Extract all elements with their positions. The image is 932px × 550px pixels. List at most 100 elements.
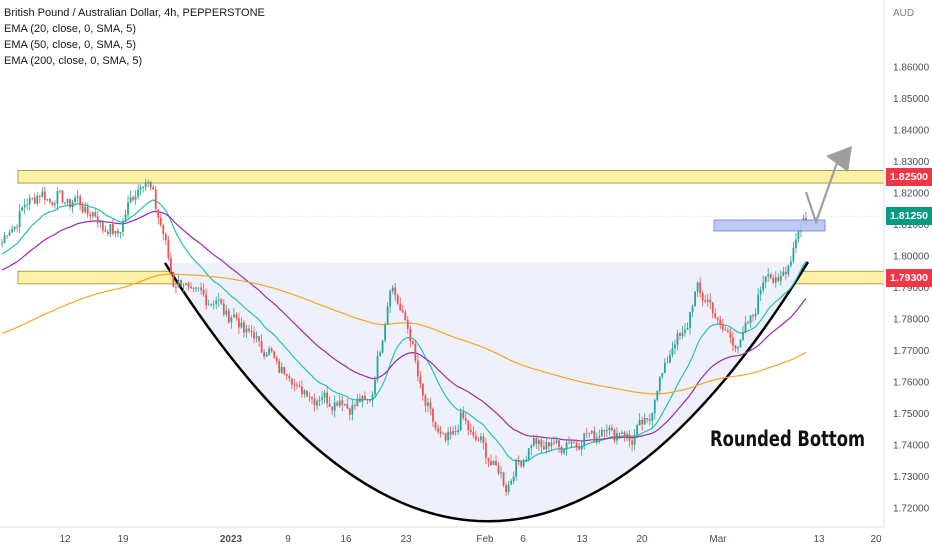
candle [485,443,487,458]
candle [111,223,114,234]
legend-ema-20: EMA (20, close, 0, SMA, 5) [4,23,137,35]
candle [290,378,293,385]
candle [134,196,137,200]
candle [595,437,598,442]
candle [376,356,379,381]
candle [109,223,112,235]
candle [275,357,278,362]
candle [449,431,452,435]
legend-ema-50: EMA (50, close, 0, SMA, 5) [4,39,137,51]
candle [472,432,475,436]
candle [268,348,271,355]
candle [401,310,404,313]
y-tick-label: 1.78000 [893,315,930,326]
candle [28,198,31,205]
overlay-layer [713,146,852,232]
candle [681,332,684,337]
candle [558,440,560,447]
candle [331,406,334,411]
candle [709,299,712,303]
candle [432,408,434,422]
candle [573,441,576,443]
candle [580,445,583,450]
rounded-bottom-curve [163,261,810,523]
text-layer: AUD 1.86000 1.85000 1.84000 1.83000 1.82000 1.… [59,8,929,545]
candle [202,289,205,295]
candle [490,461,492,465]
candle [364,396,366,400]
candle [512,476,515,481]
candle [371,394,374,401]
candle [18,210,21,227]
candle [192,288,195,290]
candle [724,329,727,331]
candle [749,315,752,324]
candle [86,207,89,215]
candle [764,276,767,283]
candle [696,282,699,292]
candle [316,401,318,406]
candle [195,287,197,289]
y-tick-label: 1.86000 [893,63,930,74]
candle [424,395,427,406]
candle [585,433,588,435]
candle [238,318,240,328]
candle [361,396,364,402]
candle [671,348,674,356]
candle [711,302,714,314]
candle [127,202,129,215]
candle [366,399,369,401]
candle [656,390,659,401]
candle [326,392,329,404]
candle [278,361,281,373]
candle [452,431,455,435]
candle [172,272,175,288]
candle [477,439,480,441]
candle [507,484,510,492]
candle [674,344,676,349]
x-tick-label: 19 [117,534,129,545]
candle [41,191,44,197]
candle [245,328,248,333]
price-tag-last: 1.81250 [886,207,932,226]
candle [79,196,82,206]
candle [389,290,392,307]
candle [648,419,651,421]
x-tick-label: Feb [476,534,494,545]
candle [346,403,349,409]
candle [69,199,71,208]
candle [258,336,260,341]
candle [666,362,669,364]
candle [210,304,213,306]
candle [737,347,739,349]
candle [31,197,34,199]
ema-200-line [1,273,807,395]
candle [532,438,535,446]
candle [714,313,717,318]
candle [464,418,467,421]
candle [520,461,523,467]
candle [285,374,288,377]
candle [288,376,291,379]
candle [565,442,568,450]
candle [774,277,777,283]
candle [782,271,785,276]
candle [1,243,3,244]
y-tick-label: 1.74000 [893,441,930,452]
candle [492,460,495,465]
candle [636,425,639,435]
candle [726,330,729,333]
candle [94,212,97,217]
candle [283,367,286,375]
candle [119,232,122,234]
x-tick-label: 20 [636,534,648,545]
candle [752,315,754,317]
candle [248,328,250,331]
candle [560,446,563,453]
candle [555,440,558,443]
candle [225,310,228,315]
candle [792,247,795,262]
breakout-box [713,219,826,232]
candle [437,428,439,432]
